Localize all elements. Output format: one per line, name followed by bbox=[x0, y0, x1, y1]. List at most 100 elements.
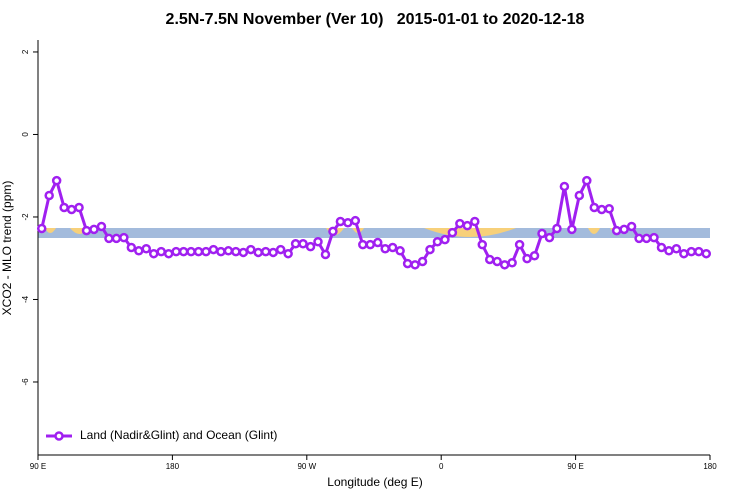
data-point bbox=[507, 258, 517, 268]
data-point bbox=[694, 246, 704, 257]
data-point bbox=[671, 243, 682, 254]
data-point bbox=[96, 221, 107, 232]
legend-label: Land (Nadir&Glint) and Ocean (Glint) bbox=[80, 428, 277, 442]
y-tick-label: -2 bbox=[21, 213, 30, 221]
data-point bbox=[223, 246, 234, 256]
y-axis-label: XCO2 - MLO trend (ppm) bbox=[0, 181, 14, 316]
data-point bbox=[641, 233, 652, 244]
y-tick-label: -6 bbox=[21, 378, 30, 386]
x-tick-label: 90 W bbox=[297, 462, 316, 471]
data-point bbox=[231, 246, 241, 257]
data-point bbox=[350, 215, 361, 226]
data-point bbox=[387, 242, 398, 253]
data-point bbox=[141, 243, 152, 254]
data-point bbox=[365, 239, 376, 250]
data-point bbox=[178, 246, 189, 257]
x-tick-label: 90 E bbox=[30, 462, 46, 471]
data-point bbox=[701, 248, 712, 259]
data-point bbox=[589, 202, 600, 213]
data-point bbox=[59, 202, 69, 213]
ocean-band bbox=[38, 228, 710, 238]
data-point bbox=[626, 221, 637, 232]
data-point bbox=[193, 246, 204, 257]
data-point bbox=[36, 223, 47, 234]
data-point bbox=[477, 239, 488, 250]
data-point bbox=[462, 220, 473, 231]
y-tick-label: -4 bbox=[21, 295, 30, 303]
data-point bbox=[395, 246, 405, 256]
data-point bbox=[679, 248, 689, 259]
x-tick-label: 0 bbox=[439, 462, 444, 471]
data-point bbox=[440, 234, 450, 245]
data-point bbox=[619, 224, 629, 235]
data-point bbox=[111, 233, 122, 244]
data-point bbox=[313, 236, 323, 247]
data-point bbox=[298, 239, 308, 249]
data-point bbox=[119, 232, 129, 243]
data-point bbox=[305, 241, 316, 252]
data-point bbox=[171, 246, 181, 257]
data-point bbox=[335, 216, 346, 227]
data-point bbox=[156, 246, 166, 257]
data-point bbox=[260, 246, 271, 257]
data-point bbox=[537, 228, 547, 239]
data-point bbox=[380, 243, 390, 254]
data-point bbox=[290, 239, 301, 249]
data-point bbox=[66, 204, 77, 215]
data-point bbox=[283, 248, 293, 259]
data-point bbox=[402, 258, 413, 269]
data-point bbox=[492, 256, 502, 267]
data-point bbox=[686, 246, 697, 257]
data-point bbox=[268, 247, 278, 258]
data-point bbox=[358, 239, 368, 250]
data-point bbox=[470, 216, 480, 227]
data-point bbox=[499, 260, 510, 270]
data-point bbox=[148, 248, 159, 259]
data-point bbox=[649, 232, 659, 243]
data-point bbox=[163, 248, 174, 259]
data-point bbox=[596, 204, 607, 215]
y-tick-label: 0 bbox=[21, 132, 30, 137]
data-point bbox=[201, 246, 211, 257]
data-point bbox=[522, 253, 532, 264]
data-point bbox=[559, 181, 570, 192]
data-point bbox=[664, 246, 674, 256]
data-point bbox=[81, 225, 92, 236]
data-point bbox=[320, 249, 331, 260]
data-point bbox=[634, 233, 644, 244]
data-point bbox=[89, 224, 99, 235]
data-point bbox=[246, 244, 256, 255]
data-point bbox=[611, 225, 622, 236]
data-point bbox=[455, 218, 465, 229]
data-point bbox=[514, 239, 525, 250]
data-point bbox=[328, 226, 338, 237]
data-point bbox=[544, 232, 555, 243]
data-point bbox=[582, 175, 592, 186]
data-point bbox=[529, 251, 540, 261]
data-point bbox=[51, 175, 62, 186]
data-point bbox=[238, 247, 249, 258]
data-point bbox=[104, 233, 114, 244]
data-point bbox=[656, 242, 667, 253]
legend-marker bbox=[54, 431, 64, 441]
data-point bbox=[447, 227, 458, 238]
data-point bbox=[134, 246, 144, 256]
data-point bbox=[208, 244, 219, 255]
data-point bbox=[567, 224, 577, 235]
x-axis-label: Longitude (deg E) bbox=[327, 475, 422, 489]
data-point bbox=[216, 246, 226, 257]
land-ocean-band bbox=[38, 228, 710, 238]
chart-title: 2.5N-7.5N November (Ver 10) 2015-01-01 t… bbox=[166, 11, 585, 28]
x-tick-label: 180 bbox=[703, 462, 717, 471]
data-point bbox=[484, 254, 495, 265]
x-tick-label: 180 bbox=[166, 462, 180, 471]
data-point bbox=[343, 217, 353, 228]
x-tick-label: 90 E bbox=[567, 462, 583, 471]
data-point bbox=[186, 246, 196, 257]
data-point bbox=[44, 190, 54, 201]
data-point bbox=[574, 190, 585, 201]
data-point bbox=[253, 247, 264, 258]
y-tick-label: 2 bbox=[21, 49, 30, 54]
data-point bbox=[275, 244, 286, 255]
